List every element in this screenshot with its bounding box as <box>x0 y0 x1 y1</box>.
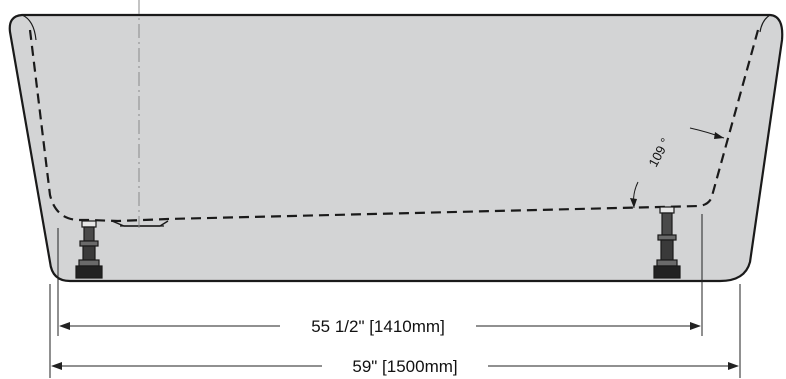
inner-length-dimension: 55 1/2" [1410mm] <box>59 317 701 336</box>
overall-length-label: 59" [1500mm] <box>352 357 457 376</box>
tub-rim-edge <box>21 14 37 41</box>
overall-length-dimension: 59" [1500mm] <box>51 357 739 376</box>
angle-arrowhead-upper <box>714 132 724 139</box>
inner-basin-hidden-line <box>28 29 760 223</box>
angle-arrowhead-lower <box>630 198 637 208</box>
right-leveling-leg <box>653 206 681 279</box>
tub-body <box>8 13 784 283</box>
left-leveling-leg <box>75 220 103 279</box>
tub-rim-edge-right <box>759 14 771 33</box>
inner-length-label: 55 1/2" [1410mm] <box>311 317 445 336</box>
